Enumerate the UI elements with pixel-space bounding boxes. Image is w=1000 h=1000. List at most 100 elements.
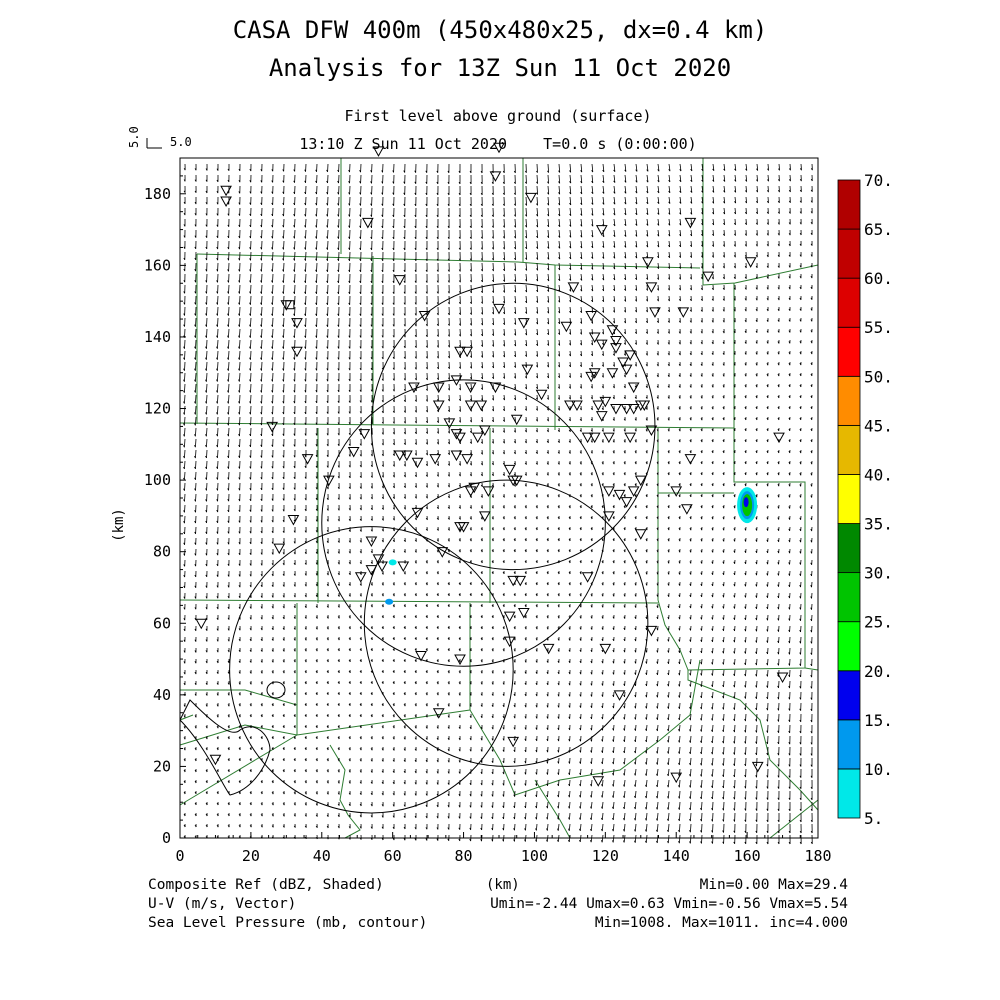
station-marker <box>595 411 608 422</box>
station-marker <box>457 522 470 533</box>
y-tick-label: 160 <box>144 256 171 274</box>
station-marker <box>617 357 629 369</box>
station-marker <box>397 561 410 573</box>
colorbar-label: 40. <box>864 465 893 484</box>
station-marker <box>595 339 608 351</box>
y-tick-label: 140 <box>144 328 171 346</box>
x-tick-label: 180 <box>804 847 831 865</box>
station-marker <box>372 146 385 157</box>
footer-pressure-range: Min=1008. Max=1011. inc=4.000 <box>594 915 848 931</box>
y-tick-label: 0 <box>162 829 171 847</box>
x-tick-label: 60 <box>384 847 402 865</box>
station-marker <box>670 486 683 497</box>
y-tick-label: 180 <box>144 185 171 203</box>
colorbar: 5. 10. 15. 20. 25. 30. 35. 40. 45. 50. 55. 60. 65. 70… <box>837 171 893 828</box>
colorbar-label: 55. <box>864 318 893 337</box>
station-marker <box>301 454 314 465</box>
station-marker <box>365 536 378 547</box>
colorbar-label: 65. <box>864 220 893 239</box>
colorbar-swatch <box>837 474 861 524</box>
colorbar-swatch <box>837 670 861 721</box>
station-marker <box>507 475 520 487</box>
y-tick-label: 60 <box>153 614 171 632</box>
pressure-contour-small <box>266 681 286 699</box>
colorbar-swatch <box>837 277 861 328</box>
station-marker <box>450 375 463 386</box>
station-marker <box>393 275 406 286</box>
station-marker <box>634 400 647 411</box>
station-marker <box>588 368 601 379</box>
station-marker <box>649 307 661 318</box>
station-marker <box>418 310 431 322</box>
station-marker <box>581 432 594 444</box>
station-marker <box>408 382 420 394</box>
echo-cell <box>388 559 397 566</box>
station-marker <box>287 514 300 526</box>
station-marker <box>454 346 466 358</box>
colorbar-label: 60. <box>864 269 893 288</box>
station-marker <box>461 346 473 358</box>
station-marker <box>432 400 445 411</box>
colorbar-label: 15. <box>864 711 893 730</box>
station-marker <box>220 196 232 207</box>
observation-stations <box>195 142 789 787</box>
station-marker <box>354 572 367 583</box>
colorbar-swatch <box>837 719 861 770</box>
station-marker <box>510 414 523 426</box>
station-marker <box>468 482 481 494</box>
station-marker <box>517 608 530 619</box>
colorbar-label: 50. <box>864 367 893 386</box>
colorbar-label: 25. <box>864 613 893 632</box>
station-marker <box>464 382 477 394</box>
colorbar-label: 10. <box>864 760 893 779</box>
footer-wind-label: U-V (m/s, Vector) <box>148 896 297 912</box>
station-marker <box>365 565 378 576</box>
station-marker <box>567 282 580 293</box>
station-marker <box>372 554 385 565</box>
station-marker <box>592 400 605 411</box>
station-marker <box>220 185 232 197</box>
station-marker <box>588 432 601 444</box>
footer-wind-range: Umin=-2.44 Umax=0.63 Vmin=-0.56 Vmax=5.5… <box>490 896 848 912</box>
station-marker <box>603 511 615 522</box>
x-tick-label: 100 <box>521 847 548 865</box>
station-marker <box>273 543 286 555</box>
time-label: 13:10 Z Sun 11 Oct 2020 T=0.0 s (0:00:00… <box>299 135 697 153</box>
station-marker <box>521 364 534 376</box>
station-marker <box>291 318 303 329</box>
x-axis-label: (km) <box>486 877 520 893</box>
station-marker <box>393 450 406 462</box>
range-ring <box>229 526 514 814</box>
station-marker <box>450 429 463 440</box>
x-tick-label: 20 <box>242 847 260 865</box>
station-marker <box>684 454 697 465</box>
station-marker <box>195 618 208 630</box>
station-marker <box>677 307 690 318</box>
station-marker <box>471 432 484 444</box>
station-marker <box>429 454 442 465</box>
station-marker <box>478 425 491 437</box>
station-marker <box>684 217 697 229</box>
station-marker <box>362 217 374 229</box>
station-marker <box>599 396 612 408</box>
colorbar-label: 45. <box>864 416 893 435</box>
range-ring <box>321 379 606 667</box>
station-marker <box>744 257 757 268</box>
x-tick-label: 80 <box>455 847 473 865</box>
colorbar-label: 5. <box>864 809 883 828</box>
pressure-contour-loop <box>179 699 271 796</box>
footer-reflectivity-label: Composite Ref (dBZ, Shaded) <box>148 877 384 893</box>
station-marker <box>645 425 658 437</box>
station-marker <box>489 171 502 182</box>
colorbar-swatch <box>837 375 861 426</box>
station-marker <box>478 511 491 522</box>
station-marker <box>773 432 785 444</box>
station-marker <box>603 432 615 444</box>
colorbar-label: 35. <box>864 515 893 534</box>
colorbar-label: 70. <box>864 171 893 190</box>
station-marker <box>642 257 654 268</box>
station-marker <box>627 486 640 497</box>
station-marker <box>514 575 527 587</box>
station-marker <box>411 457 424 469</box>
